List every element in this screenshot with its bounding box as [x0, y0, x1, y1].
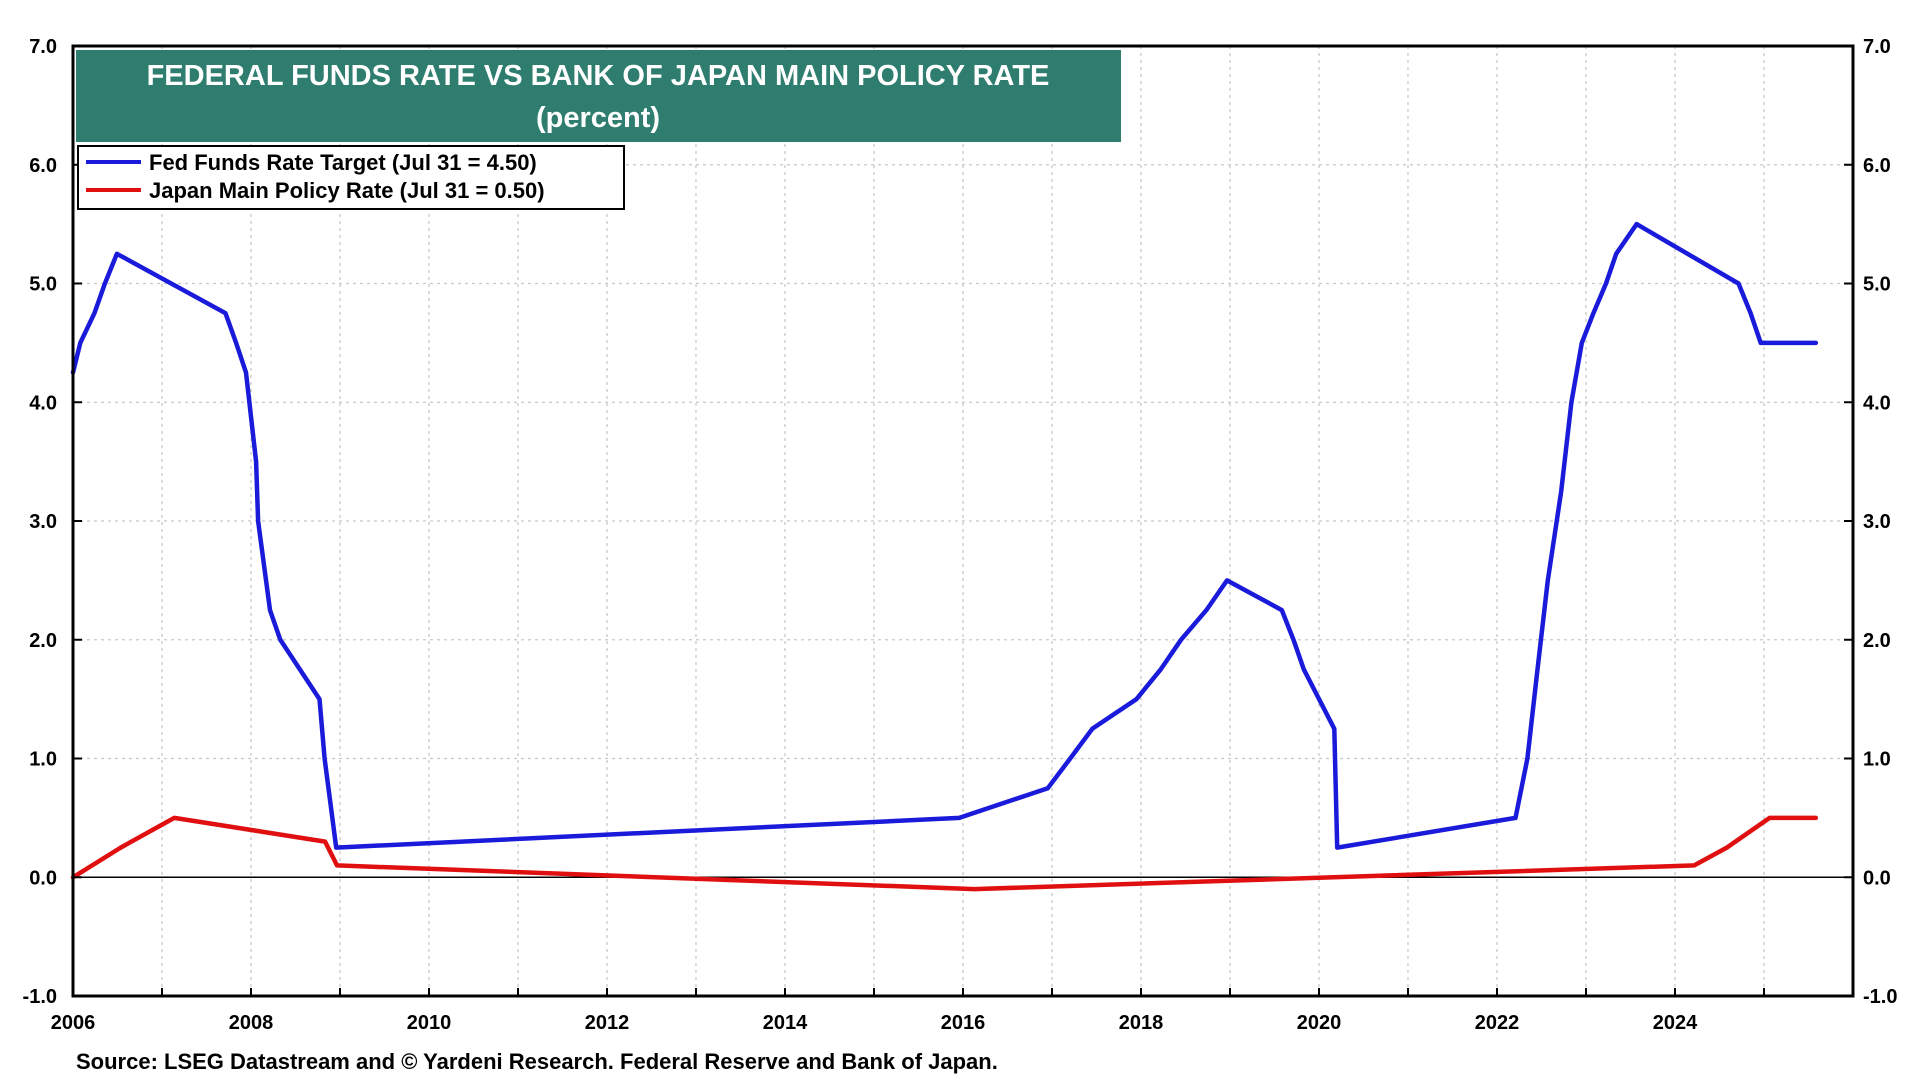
legend-box	[77, 145, 625, 210]
y-tick-label-left: 7.0	[29, 36, 57, 58]
x-tick-label: 2018	[1119, 1012, 1164, 1034]
y-tick-label-right: 4.0	[1863, 392, 1891, 414]
y-tick-label-right: 2.0	[1863, 630, 1891, 652]
x-tick-label: 2008	[229, 1012, 274, 1034]
x-tick-label: 2024	[1653, 1012, 1698, 1034]
x-tick-label: 2016	[941, 1012, 986, 1034]
y-tick-label-left: 2.0	[29, 630, 57, 652]
y-tick-label-left: 6.0	[29, 155, 57, 177]
axis-ticks: -1.0 -1.0 0.0 0.0 1.0 1.0 2.0 2.0 3.0 3.0 4.0 4.0 5.…	[23, 36, 1898, 1034]
series-lines	[70, 221, 1819, 892]
x-tick-label: 2010	[407, 1012, 452, 1034]
source-note: Source: LSEG Datastream and © Yardeni Re…	[76, 1049, 998, 1074]
legend-label-fed: Fed Funds Rate Target (Jul 31 = 4.50)	[149, 150, 537, 175]
legend: Fed Funds Rate Target (Jul 31 = 4.50) Ja…	[77, 145, 625, 210]
legend-label-japan: Japan Main Policy Rate (Jul 31 = 0.50)	[149, 178, 545, 203]
y-tick-label-left: 5.0	[29, 274, 57, 296]
y-tick-label-right: 1.0	[1863, 749, 1891, 771]
chart-title: FEDERAL FUNDS RATE VS BANK OF JAPAN MAIN…	[147, 60, 1050, 92]
series-line-japan-policy	[70, 815, 1819, 892]
y-tick-label-right: 6.0	[1863, 155, 1891, 177]
chart-subtitle: (percent)	[536, 102, 660, 134]
x-tick-label: 2022	[1475, 1012, 1520, 1034]
y-tick-label-left: 1.0	[29, 749, 57, 771]
x-tick-label: 2020	[1297, 1012, 1342, 1034]
y-tick-label-right: 0.0	[1863, 867, 1891, 889]
y-tick-label-left: -1.0	[23, 986, 57, 1008]
y-tick-label-right: 7.0	[1863, 36, 1891, 58]
y-tick-label-left: 3.0	[29, 511, 57, 533]
y-tick-label-left: 0.0	[29, 867, 57, 889]
x-tick-label: 2014	[763, 1012, 808, 1034]
y-tick-label-right: -1.0	[1863, 986, 1897, 1008]
x-tick-label: 2012	[585, 1012, 630, 1034]
title-background	[76, 50, 1121, 142]
title-box: FEDERAL FUNDS RATE VS BANK OF JAPAN MAIN…	[76, 50, 1121, 142]
x-tick-label: 2006	[51, 1012, 96, 1034]
y-tick-label-right: 3.0	[1863, 511, 1891, 533]
series-line-fed-funds	[70, 221, 1819, 850]
y-tick-label-left: 4.0	[29, 392, 57, 414]
y-tick-label-right: 5.0	[1863, 274, 1891, 296]
